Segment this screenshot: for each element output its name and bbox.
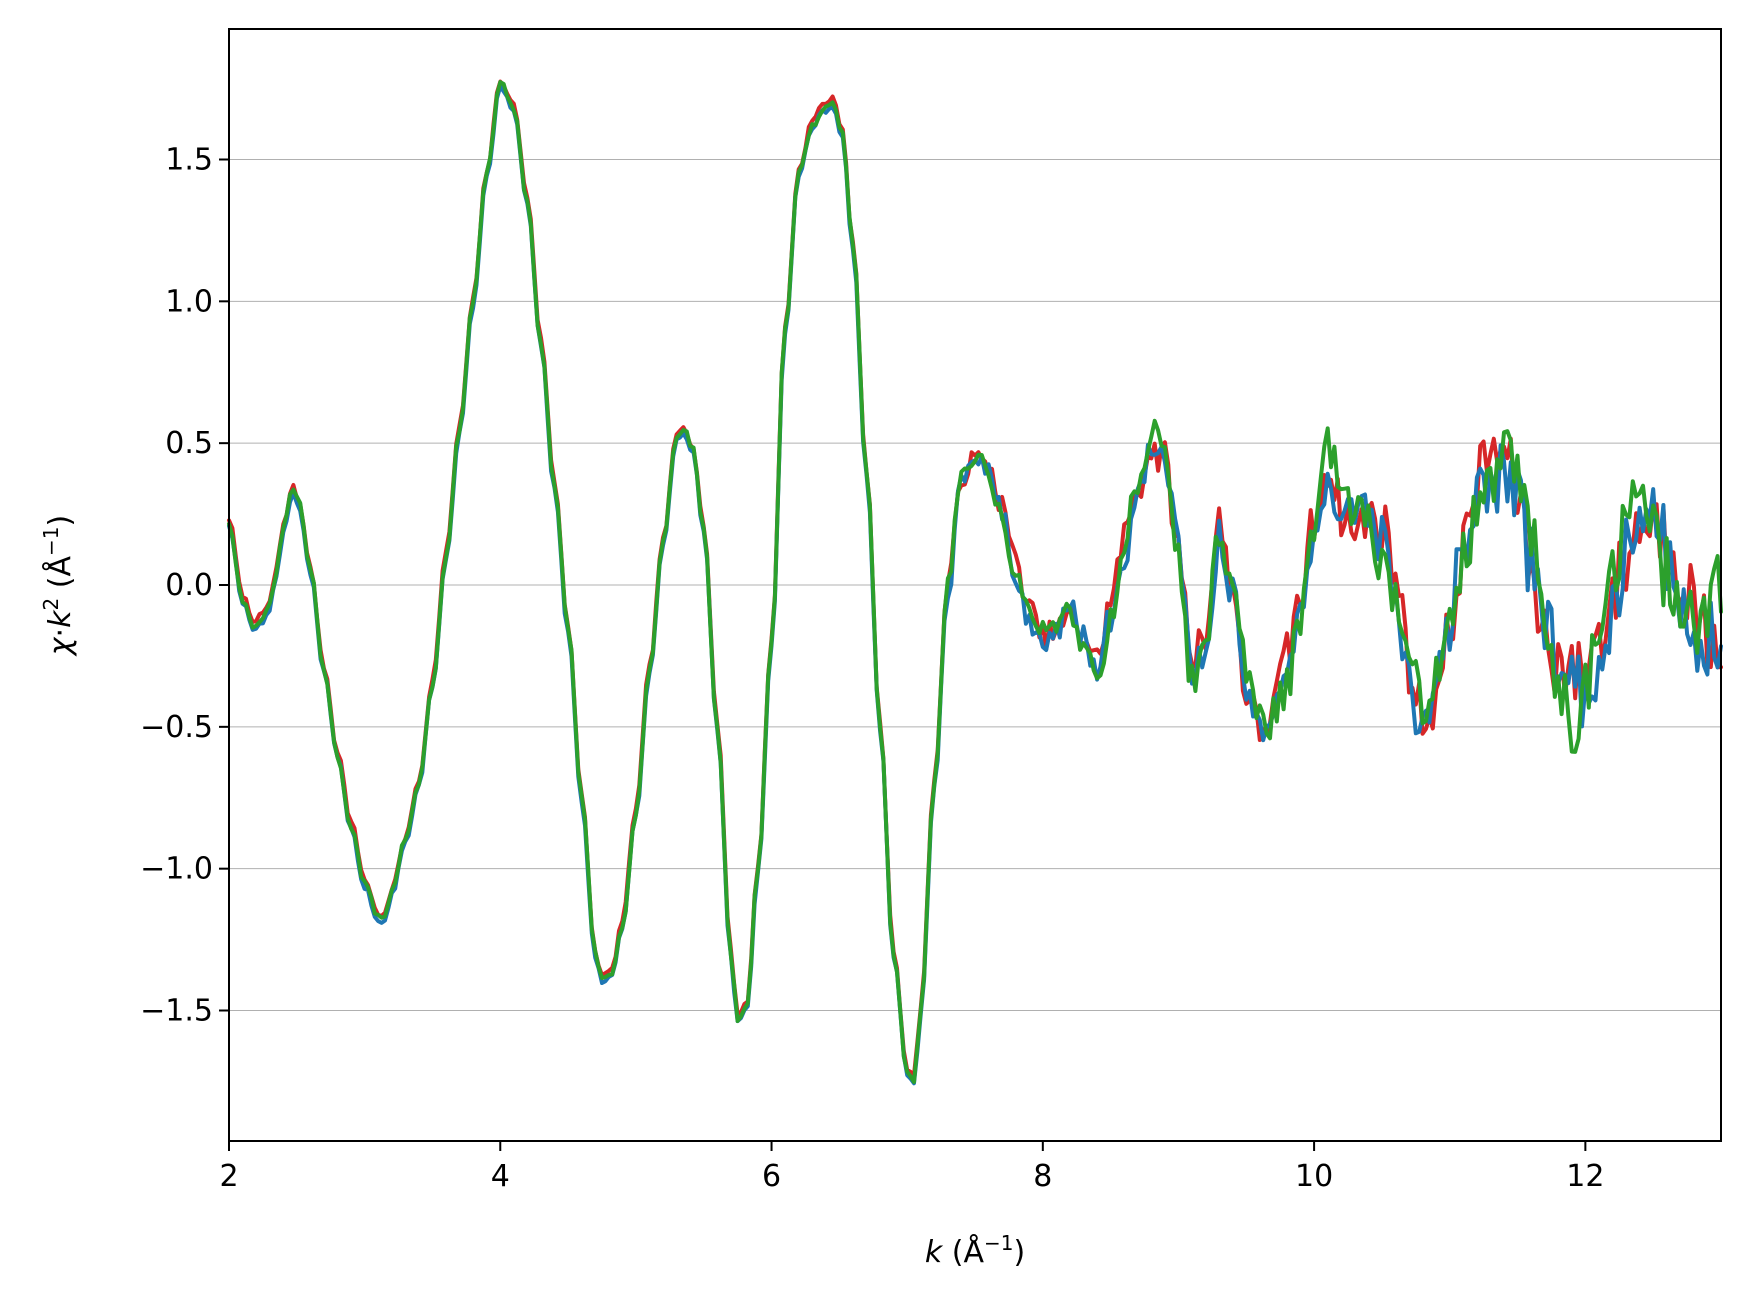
y-axis-label: χ·k2 (Å−1) <box>39 515 78 657</box>
y-tick-label: −0.5 <box>140 710 213 745</box>
x-tick-label: 6 <box>762 1159 781 1194</box>
series-lines <box>227 79 1723 1086</box>
series-line <box>227 80 1723 1084</box>
y-tick-label: 1.5 <box>165 142 213 177</box>
y-axis-ticks: −1.5 −1.0 −0.5 0.0 0.5 1.0 1.5 <box>140 142 229 1029</box>
y-tick-label: −1.0 <box>140 852 213 887</box>
x-tick-label: 12 <box>1566 1159 1604 1194</box>
y-tick-label: 0.0 <box>165 568 213 603</box>
x-axis-ticks: 2 4 6 8 10 12 <box>219 1141 1604 1194</box>
grid-lines <box>229 158 1721 1012</box>
y-tick-label: −1.5 <box>140 994 213 1029</box>
x-tick-label: 8 <box>1033 1159 1052 1194</box>
y-tick-label: 0.5 <box>165 426 213 461</box>
x-tick-label: 10 <box>1295 1159 1333 1194</box>
x-axis-label: k (Å−1) <box>925 1231 1025 1270</box>
x-tick-label: 4 <box>491 1159 510 1194</box>
y-tick-label: 1.0 <box>165 284 213 319</box>
x-tick-label: 2 <box>219 1159 238 1194</box>
